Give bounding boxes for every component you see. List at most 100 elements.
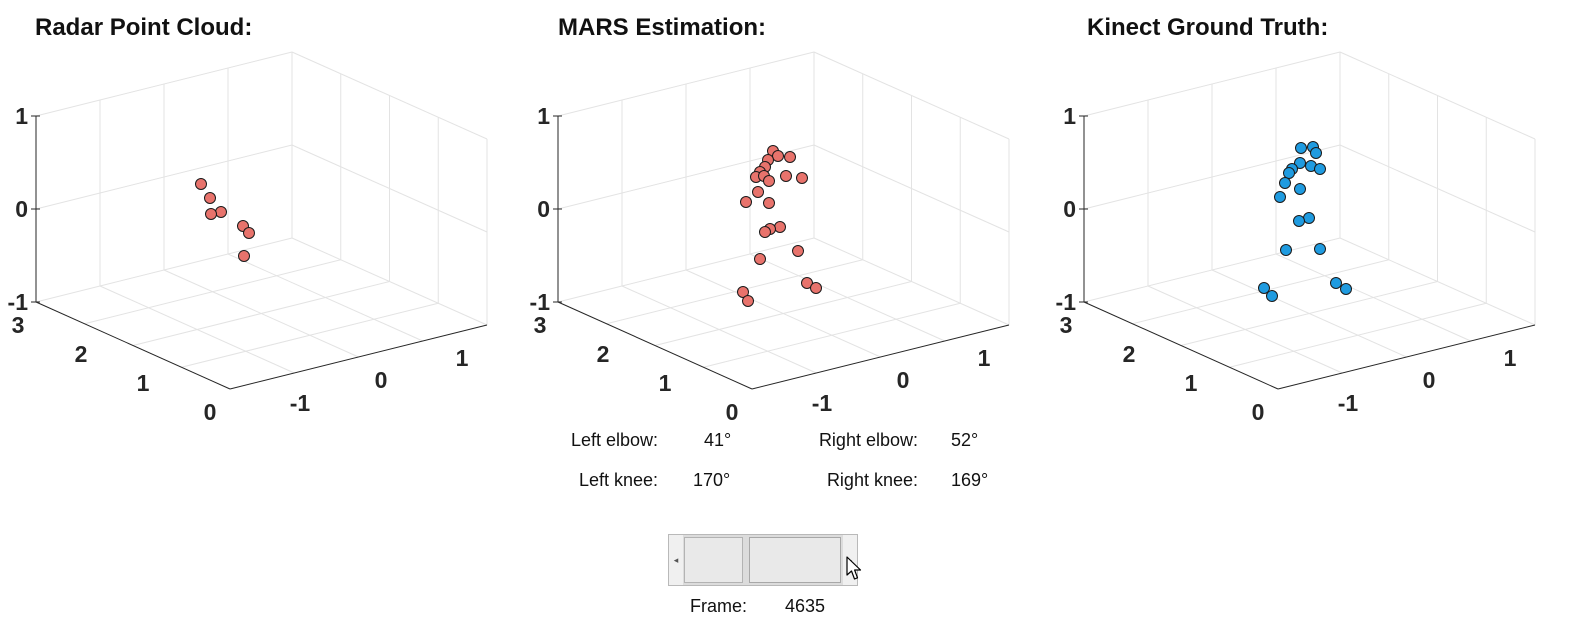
scatter-point	[763, 197, 775, 209]
mouse-pointer-icon	[846, 556, 862, 580]
scatter-point	[780, 170, 792, 182]
scatter-point	[737, 286, 749, 298]
x-axis-line	[1277, 324, 1536, 390]
x-tick-label: 0	[1423, 367, 1436, 393]
y-tick-label: 1	[137, 370, 150, 396]
frame-slider[interactable]: ◂ ▸	[668, 534, 858, 586]
right-elbow-value: 52°	[951, 430, 979, 450]
y-tick-label: 2	[1123, 341, 1136, 367]
wall-gridline	[291, 144, 488, 233]
x-tick-label: 1	[1504, 345, 1517, 371]
slider-trough[interactable]	[684, 537, 743, 583]
scatter-point	[763, 175, 775, 187]
left-knee-value: 170°	[693, 470, 731, 490]
scatter-point	[810, 282, 822, 294]
x-axis-line	[751, 324, 1010, 390]
scatter-point	[243, 227, 255, 239]
y-tick-label: 2	[597, 341, 610, 367]
scatter-point	[801, 277, 813, 289]
z-tick-label: 1	[1063, 103, 1076, 129]
right-knee-value: 169°	[951, 470, 989, 490]
x-tick-label: 0	[897, 367, 910, 393]
scatter-point	[215, 206, 227, 218]
scatter-point	[742, 295, 754, 307]
y-tick-label: 0	[1252, 399, 1265, 425]
y-axis-line	[35, 301, 231, 390]
scatter-point	[1294, 157, 1306, 169]
floor-gridline	[1229, 302, 1487, 368]
scatter-point	[754, 253, 766, 265]
scatter-point	[1314, 163, 1326, 175]
wall-gridline	[813, 144, 1010, 233]
z-tick-label: 0	[537, 196, 550, 222]
right-knee-label: Right knee:	[826, 470, 918, 490]
x-axis-line	[229, 324, 488, 390]
scatter-point	[784, 151, 796, 163]
floor-gridline	[227, 253, 423, 342]
scatter-point	[792, 245, 804, 257]
z-tick-label: -1	[8, 289, 29, 315]
scatter-point	[1266, 290, 1278, 302]
y-axis-line	[1083, 301, 1279, 390]
scatter-point	[774, 221, 786, 233]
y-tick-label: 3	[1060, 312, 1073, 338]
scatter-point	[1314, 243, 1326, 255]
scatter-point	[1330, 277, 1342, 289]
y-tick-label: 0	[726, 399, 739, 425]
floor-gridline	[685, 269, 881, 358]
panel-title: MARS Estimation:	[558, 14, 767, 41]
floor-gridline	[1275, 253, 1471, 342]
scatter-point	[1279, 177, 1291, 189]
slider-left-arrow-button[interactable]: ◂	[669, 535, 683, 585]
scatter-point	[1280, 244, 1292, 256]
slider-thumb[interactable]	[749, 537, 841, 583]
scatter-point	[740, 196, 752, 208]
floor-gridline	[163, 269, 359, 358]
scatter-point	[205, 208, 217, 220]
scatter-point	[238, 250, 250, 262]
z-tick-label: -1	[530, 289, 551, 315]
floor-gridline	[181, 302, 439, 368]
x-tick-label: 1	[978, 345, 991, 371]
x-tick-label: -1	[290, 390, 311, 416]
scatter-point	[1258, 282, 1270, 294]
panel-title: Radar Point Cloud:	[35, 14, 253, 41]
left-elbow-value: 41°	[704, 430, 732, 450]
left-knee-label: Left knee:	[578, 470, 658, 490]
scatter-point	[1294, 183, 1306, 195]
scatter-point	[1303, 212, 1315, 224]
frame-label: Frame:	[690, 596, 748, 616]
scatter-point	[1283, 167, 1295, 179]
panel-title: Kinect Ground Truth:	[1087, 14, 1329, 41]
z-tick-label: 1	[537, 103, 550, 129]
scatter-point	[1274, 191, 1286, 203]
scatter-point	[759, 226, 771, 238]
scatter-point	[195, 178, 207, 190]
right-elbow-label: Right elbow:	[818, 430, 918, 450]
scatter-point	[1310, 147, 1322, 159]
y-tick-label: 0	[204, 399, 217, 425]
y-tick-label: 3	[12, 312, 25, 338]
z-tick-label: -1	[1056, 289, 1077, 315]
z-tick-label: 0	[1063, 196, 1076, 222]
x-tick-label: -1	[812, 390, 833, 416]
left-elbow-label: Left elbow:	[570, 430, 658, 450]
y-tick-label: 1	[1185, 370, 1198, 396]
scatter-point	[772, 150, 784, 162]
scatter-point	[1340, 283, 1352, 295]
scatter-point	[204, 192, 216, 204]
x-tick-label: 0	[375, 367, 388, 393]
z-tick-label: 0	[15, 196, 28, 222]
scatter-point	[796, 172, 808, 184]
floor-gridline	[703, 302, 961, 368]
frame-value: 4635	[785, 596, 826, 616]
radar-point-cloud-panel: Radar Point Cloud:	[0, 0, 520, 430]
wall-gridline	[1083, 144, 1341, 210]
floor-gridline	[1211, 269, 1407, 358]
scatter-point	[1295, 142, 1307, 154]
kinect-ground-truth-panel: Kinect Ground Truth:	[1040, 0, 1560, 430]
wall-gridline	[35, 144, 293, 210]
